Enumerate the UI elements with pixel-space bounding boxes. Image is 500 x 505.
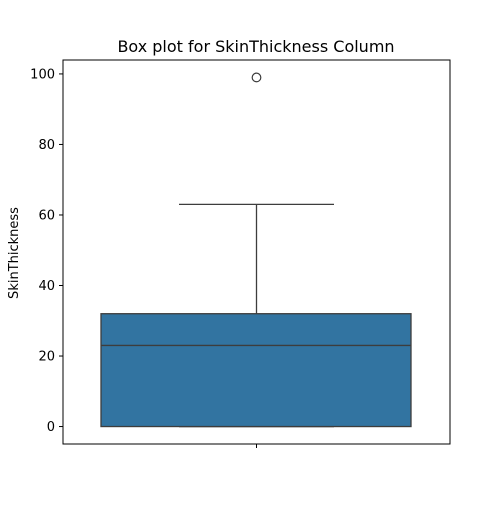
y-tick-label: 100 (30, 67, 55, 82)
y-tick-label: 20 (38, 350, 55, 365)
y-axis-label: SkinThickness (7, 207, 22, 299)
y-tick-label: 60 (38, 208, 55, 223)
y-tick-label: 0 (47, 420, 55, 435)
box-group (100, 72, 412, 428)
iqr-box (100, 313, 412, 428)
chart-title: Box plot for SkinThickness Column (117, 37, 394, 56)
y-tick-label: 40 (38, 279, 55, 294)
outlier-point (251, 72, 262, 83)
y-tick-label: 80 (38, 138, 55, 153)
y-axis: 0 20 40 60 80 100 (30, 67, 63, 435)
